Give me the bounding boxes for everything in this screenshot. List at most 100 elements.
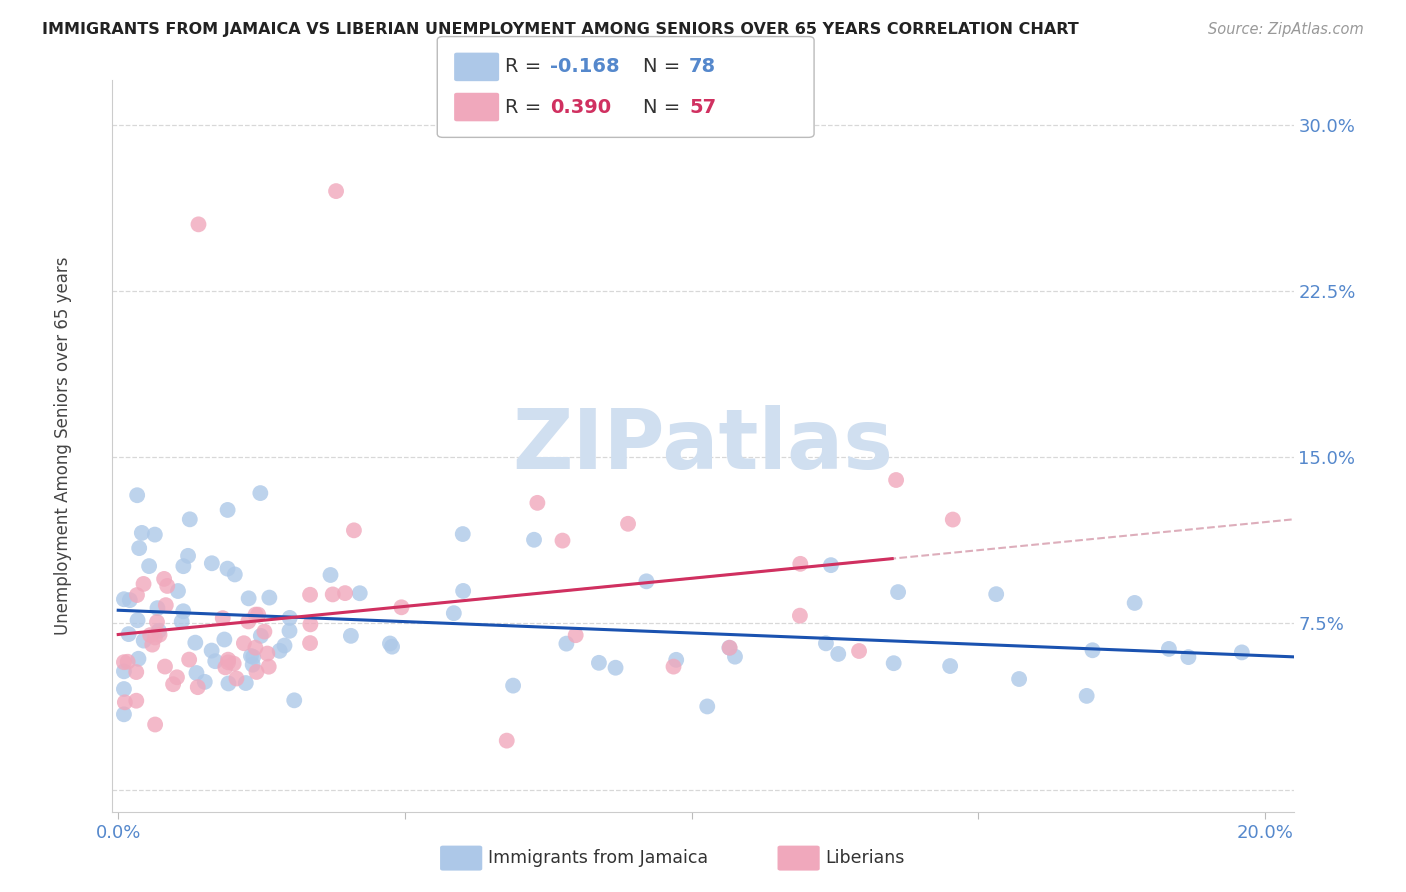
Text: Immigrants from Jamaica: Immigrants from Jamaica (488, 849, 709, 867)
Point (232, 636, 254, 650)
Point (1230, 645, 1253, 659)
Point (201, 556, 224, 570)
Point (156, 579, 179, 593)
Point (242, 650, 264, 665)
Point (665, 653, 688, 667)
Point (155, 598, 177, 612)
Point (253, 624, 276, 639)
Point (194, 674, 217, 689)
Point (245, 640, 267, 655)
Point (1177, 650, 1199, 665)
Text: N =: N = (643, 57, 686, 77)
Point (143, 717, 166, 731)
Point (381, 640, 404, 654)
Point (617, 516, 640, 531)
Point (217, 676, 239, 690)
Point (117, 627, 139, 641)
Point (273, 639, 295, 653)
Text: IMMIGRANTS FROM JAMAICA VS LIBERIAN UNEMPLOYMENT AMONG SENIORS OVER 65 YEARS COR: IMMIGRANTS FROM JAMAICA VS LIBERIAN UNEM… (42, 22, 1078, 37)
Point (662, 659, 685, 673)
Point (718, 640, 741, 655)
Point (299, 617, 322, 632)
Point (340, 629, 363, 643)
Point (526, 496, 548, 510)
Point (451, 583, 474, 598)
Point (186, 665, 208, 680)
Point (179, 512, 201, 526)
Point (814, 636, 837, 650)
Point (299, 588, 322, 602)
Point (112, 707, 135, 722)
Point (283, 693, 305, 707)
Point (166, 670, 188, 684)
Point (125, 588, 148, 602)
Point (146, 615, 169, 629)
Point (177, 549, 200, 563)
Point (1123, 596, 1146, 610)
Point (224, 567, 246, 582)
Point (127, 488, 149, 502)
Point (986, 587, 1008, 601)
Point (238, 615, 260, 629)
Point (827, 647, 849, 661)
Text: Unemployment Among Seniors over 65 years: Unemployment Among Seniors over 65 years (55, 257, 72, 635)
Text: Liberians: Liberians (825, 849, 904, 867)
Point (217, 653, 239, 667)
Point (242, 657, 264, 672)
Text: 78: 78 (689, 57, 716, 77)
Point (349, 586, 371, 600)
Text: -0.168: -0.168 (550, 57, 620, 77)
Point (718, 640, 741, 655)
Point (112, 665, 135, 679)
Point (325, 184, 347, 198)
Text: N =: N = (643, 97, 686, 117)
Point (887, 585, 910, 599)
Point (247, 607, 270, 622)
Text: ZIPatlas: ZIPatlas (513, 406, 893, 486)
Text: 57: 57 (689, 97, 716, 117)
Point (184, 635, 207, 649)
Point (131, 525, 153, 540)
Point (939, 659, 962, 673)
Point (278, 611, 301, 625)
Point (143, 527, 166, 541)
Point (222, 657, 245, 671)
Point (112, 681, 135, 696)
Point (217, 656, 239, 670)
Point (132, 577, 155, 591)
Point (319, 568, 342, 582)
Point (146, 601, 169, 615)
Point (172, 559, 194, 574)
Point (167, 584, 190, 599)
Point (391, 600, 413, 615)
Point (250, 629, 273, 643)
Point (605, 661, 627, 675)
Point (132, 633, 155, 648)
Point (148, 628, 170, 642)
Point (125, 665, 148, 679)
Point (724, 649, 747, 664)
Text: Source: ZipAtlas.com: Source: ZipAtlas.com (1208, 22, 1364, 37)
Point (249, 486, 271, 500)
Point (588, 656, 610, 670)
Point (502, 679, 524, 693)
Point (170, 615, 193, 629)
Point (211, 611, 233, 625)
Point (187, 218, 209, 232)
Point (238, 591, 260, 606)
Point (127, 613, 149, 627)
Text: R =: R = (505, 97, 547, 117)
Point (162, 677, 184, 691)
Point (256, 647, 278, 661)
Point (179, 652, 201, 666)
Point (495, 733, 517, 747)
Point (214, 660, 236, 674)
Point (225, 672, 247, 686)
Point (148, 624, 170, 638)
Point (820, 558, 842, 573)
Point (143, 631, 166, 645)
Point (201, 643, 224, 657)
Point (942, 512, 965, 526)
Point (204, 654, 226, 668)
Point (378, 636, 401, 650)
